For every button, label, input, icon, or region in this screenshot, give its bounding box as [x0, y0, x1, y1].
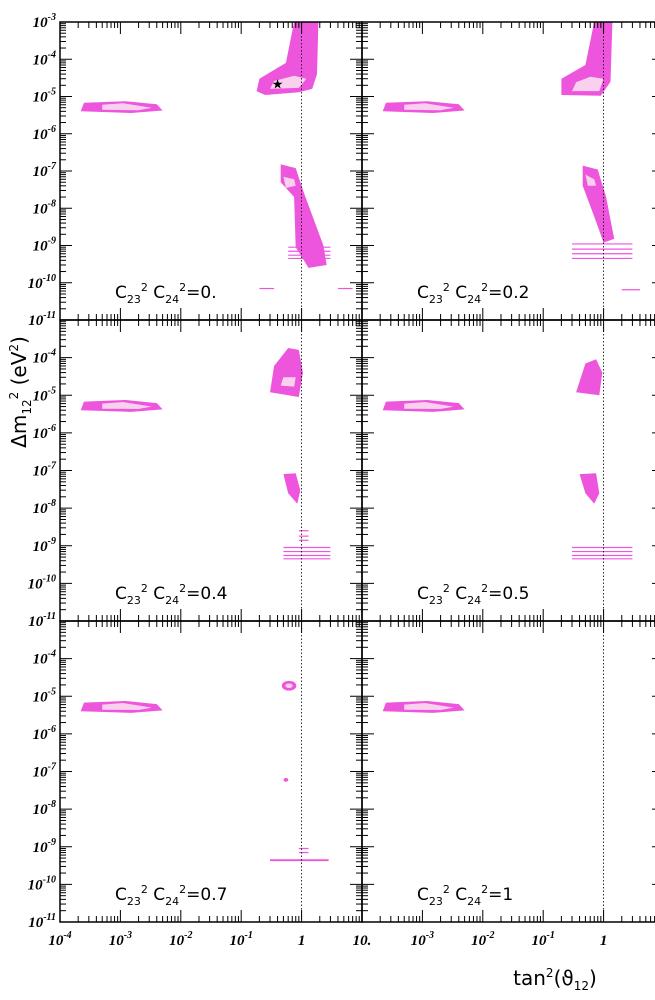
- low-region-inner: [283, 176, 296, 188]
- panel-6-regions: [382, 701, 465, 713]
- panel-2-regions: [382, 22, 640, 291]
- x-tick-label: 1: [600, 933, 608, 949]
- low-region-outer: [579, 473, 600, 504]
- panel-label: C232 C242=0.2: [417, 281, 529, 306]
- x-tick-label: 10-2: [471, 930, 494, 949]
- x-tick-label: 10-1: [230, 930, 253, 949]
- panel-1-regions: [80, 22, 353, 290]
- y-tick-label: 10-6: [33, 724, 56, 743]
- low-region-outer: [280, 164, 327, 268]
- low-region-outer: [283, 473, 301, 504]
- y-tick-label: 10-8: [33, 198, 56, 217]
- y-axis-title: Δm122 (eV2): [7, 336, 34, 448]
- sma-region-inner: [404, 103, 454, 111]
- x-tick-label: 1: [298, 933, 306, 949]
- y-tick-label: 10-5: [33, 686, 56, 705]
- panel-label: C232 C242=0.7: [115, 883, 227, 908]
- panel-4-regions: [382, 359, 633, 560]
- lma-region-outer: [561, 22, 613, 96]
- panel-2: C232 C242=0.2: [361, 21, 655, 321]
- y-tick-label: 10-6: [33, 423, 56, 442]
- low-region-inner: [585, 174, 597, 186]
- y-tick-label: 10-10: [28, 573, 56, 592]
- panel-1: ★ C232 C242=0.: [59, 21, 363, 321]
- panel-5: C232 C242=0.7: [59, 620, 363, 923]
- y-tick-label: 10-5: [33, 87, 56, 106]
- sma-region-inner: [102, 703, 152, 710]
- x-tick-label: 10-4: [48, 930, 71, 949]
- x-tick-label: 10-1: [532, 930, 555, 949]
- lma-region-outer: [256, 22, 319, 95]
- x-tick-label: 10-3: [411, 930, 434, 949]
- panel-label: C232 C242=1: [417, 883, 513, 908]
- panel-frame: [59, 319, 363, 622]
- low-region-outer: [283, 777, 289, 782]
- lma-region-outer: [270, 348, 303, 397]
- lma-region-outer: [576, 359, 603, 396]
- y-tick-label: 10-9: [33, 236, 56, 255]
- y-tick-label: 10-6: [33, 124, 56, 143]
- y-tick-label: 10-4: [33, 49, 56, 68]
- panel-frame: [361, 620, 655, 923]
- panel-3-regions: [80, 348, 331, 560]
- lma-region-inner: [280, 377, 296, 387]
- y-tick-label: 10-9: [33, 837, 56, 856]
- y-tick-label: 10-4: [33, 348, 56, 367]
- y-tick-label: 10-11: [28, 611, 56, 630]
- sma-region-inner: [102, 103, 152, 111]
- panel-frame: [361, 21, 655, 321]
- x-tick-label: 10.: [353, 933, 372, 949]
- sma-region-inner: [404, 703, 454, 710]
- panel-frame: [59, 620, 363, 923]
- panel-6: C232 C242=1: [361, 620, 655, 923]
- y-tick-label: 10-7: [33, 461, 57, 480]
- y-tick-label: 10-3: [33, 12, 56, 31]
- y-tick-label: 10-7: [33, 161, 57, 180]
- y-tick-label: 10-11: [28, 310, 56, 329]
- x-tick-label: 10-2: [169, 930, 192, 949]
- panel-frame: [361, 319, 655, 622]
- lma-region-inner: [285, 683, 293, 689]
- panel-4: C232 C242=0.5: [361, 319, 655, 622]
- y-tick-label: 10-8: [33, 498, 56, 517]
- panel-label: C232 C242=0.5: [417, 582, 529, 607]
- y-tick-label: 10-5: [33, 385, 56, 404]
- panel-label: C232 C242=0.: [115, 281, 217, 306]
- y-tick-label: 10-7: [33, 762, 57, 781]
- y-tick-label: 10-9: [33, 536, 56, 555]
- x-tick-label: 10-3: [109, 930, 132, 949]
- panel-3: C232 C242=0.4: [59, 319, 363, 622]
- lma-region-inner: [270, 75, 307, 89]
- panel-label: C232 C242=0.4: [115, 582, 227, 607]
- panel-5-regions: [80, 680, 329, 862]
- sma-region-inner: [102, 402, 152, 409]
- sma-region-inner: [404, 402, 454, 409]
- y-tick-label: 10-10: [28, 874, 56, 893]
- x-axis-title: tan2(ϑ12): [513, 966, 597, 993]
- y-tick-label: 10-4: [33, 649, 56, 668]
- y-tick-label: 10-11: [28, 912, 56, 931]
- best-fit-marker: ★: [272, 78, 284, 93]
- y-tick-label: 10-8: [33, 799, 56, 818]
- lma-region-inner: [572, 76, 604, 92]
- y-tick-label: 10-10: [28, 273, 56, 292]
